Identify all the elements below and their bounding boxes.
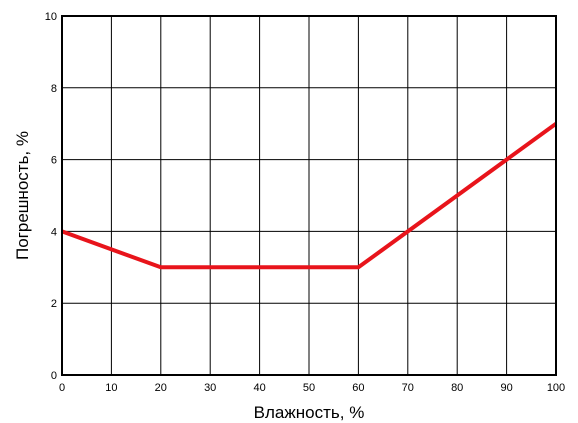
y-tick-label-2: 2 (51, 298, 57, 310)
x-tick-label-0: 0 (59, 382, 65, 394)
x-tick-label-20: 20 (155, 382, 167, 394)
x-tick-label-80: 80 (451, 382, 463, 394)
plot-frame (61, 15, 557, 376)
y-tick-label-4: 4 (51, 226, 57, 238)
x-tick-label-50: 50 (303, 382, 315, 394)
series-line-0 (61, 122, 558, 270)
x-tick-label-40: 40 (253, 382, 265, 394)
x-tick-label-30: 30 (204, 382, 216, 394)
y-tick-label-0: 0 (51, 370, 57, 382)
x-tick-label-90: 90 (500, 382, 512, 394)
y-tick-label-6: 6 (51, 155, 57, 167)
x-tick-label-10: 10 (105, 382, 117, 394)
x-axis-title: Влажность, % (254, 403, 365, 422)
y-axis-ticks: 0 2 4 6 8 10 (45, 11, 57, 382)
x-axis-ticks: 0 10 20 30 40 50 60 70 80 90 100 (59, 382, 565, 394)
x-tick-label-70: 70 (402, 382, 414, 394)
x-tick-label-100: 100 (547, 382, 565, 394)
y-tick-label-8: 8 (51, 83, 57, 95)
x-tick-label-60: 60 (352, 382, 364, 394)
grid (61, 15, 557, 376)
y-tick-label-10: 10 (45, 11, 57, 23)
series-layer (61, 122, 558, 270)
y-axis-title: Погрешность, % (13, 131, 32, 260)
